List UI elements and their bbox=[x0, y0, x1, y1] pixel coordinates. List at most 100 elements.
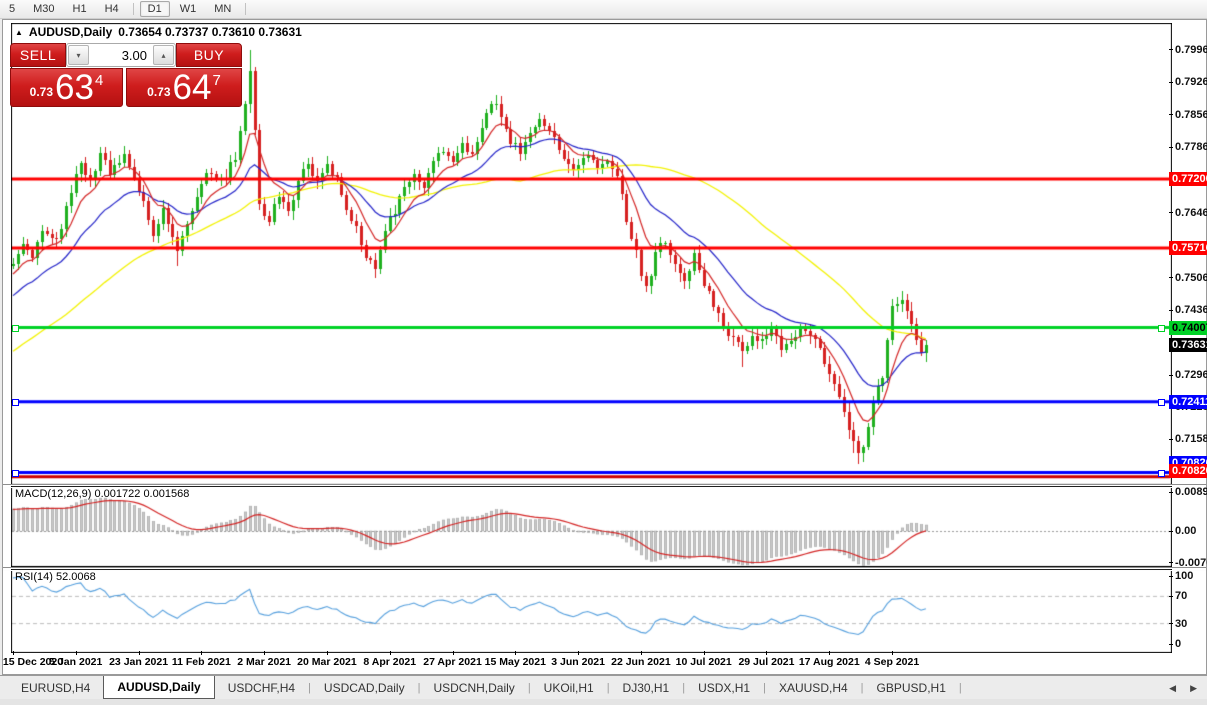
collapse-triangle-icon[interactable]: ▲ bbox=[15, 27, 23, 37]
buy-button[interactable]: BUY bbox=[176, 43, 242, 67]
rsi-axis-label: 30 bbox=[1169, 618, 1187, 630]
axis-tick-mark bbox=[1169, 49, 1173, 51]
macd-indicator-canvas[interactable] bbox=[11, 486, 1172, 567]
date-axis-label: 5 Jan 2021 bbox=[49, 656, 103, 668]
line-handle[interactable] bbox=[1158, 398, 1165, 406]
date-axis-label: 8 Apr 2021 bbox=[363, 656, 417, 668]
tab-divider: | bbox=[527, 681, 531, 694]
one-click-trading-panel: SELL ▾ 3.00 ▴ BUY 0.73 63 4 0.73 64 7 bbox=[10, 43, 242, 107]
chart-tab-dj30-h1[interactable]: DJ30,H1 bbox=[622, 680, 670, 695]
timeframe-button-m30[interactable]: M30 bbox=[33, 3, 55, 15]
buy-price-prefix: 0.73 bbox=[147, 85, 171, 99]
chart-tab-usdcnh-daily[interactable]: USDCNH,Daily bbox=[433, 680, 515, 695]
rsi-axis-label: 100 bbox=[1169, 570, 1193, 582]
date-axis-tick bbox=[326, 651, 328, 655]
window-bottom-edge bbox=[0, 699, 1207, 705]
axis-tick-mark bbox=[1169, 530, 1173, 532]
sell-price-prefix: 0.73 bbox=[29, 85, 54, 99]
volume-field[interactable]: 3.00 bbox=[121, 47, 147, 63]
volume-stepper: ▾ 3.00 ▴ bbox=[66, 43, 176, 67]
chart-tab-eurusd-h4[interactable]: EURUSD,H4 bbox=[21, 680, 91, 695]
chart-tab-ukoil-h1[interactable]: UKOil,H1 bbox=[543, 680, 594, 695]
toolbar-separator bbox=[132, 3, 134, 15]
axis-tick-mark bbox=[1169, 81, 1173, 83]
line-handle[interactable] bbox=[12, 469, 19, 477]
chart-tab-usdx-h1[interactable]: USDX,H1 bbox=[698, 680, 751, 695]
price-level-badge[interactable]: 0.73631 bbox=[1169, 338, 1207, 353]
timeframe-button-d1[interactable]: D1 bbox=[139, 1, 170, 17]
volume-increase-button[interactable]: ▴ bbox=[153, 45, 174, 65]
macd-axis-label: 0.008904 bbox=[1169, 486, 1207, 498]
sell-price-pip: 4 bbox=[94, 72, 104, 89]
pane-separator[interactable] bbox=[3, 567, 1206, 571]
price-level-badge[interactable]: 0.75716 bbox=[1169, 241, 1207, 256]
axis-tick-mark bbox=[1169, 595, 1173, 597]
macd-axis-label: -0.007017 bbox=[1169, 557, 1207, 569]
tab-divider: | bbox=[958, 681, 962, 694]
line-handle[interactable] bbox=[1158, 469, 1165, 477]
rsi-label: RSI(14) 52.0068 bbox=[15, 571, 96, 583]
sell-price-display[interactable]: 0.73 63 4 bbox=[10, 68, 123, 107]
tab-scroll-left-button[interactable]: ◀ bbox=[1169, 682, 1177, 693]
toolbar-separator bbox=[245, 3, 247, 15]
line-handle[interactable] bbox=[1158, 324, 1165, 332]
axis-tick-mark bbox=[1169, 623, 1173, 625]
sell-button[interactable]: SELL bbox=[10, 43, 66, 67]
tab-divider: | bbox=[860, 681, 864, 694]
rsi-axis-label: 70 bbox=[1169, 590, 1187, 602]
line-handle[interactable] bbox=[12, 324, 19, 332]
buy-price-display[interactable]: 0.73 64 7 bbox=[126, 68, 242, 107]
timeframe-button-mn[interactable]: MN bbox=[214, 3, 232, 15]
chart-ohlc-values: 0.73654 0.73737 0.73610 0.73631 bbox=[118, 25, 302, 39]
pane-separator[interactable] bbox=[3, 484, 1206, 488]
chart-tab-gbpusd-h1[interactable]: GBPUSD,H1 bbox=[876, 680, 946, 695]
timeframe-button-5[interactable]: 5 bbox=[9, 3, 16, 15]
line-handle[interactable] bbox=[12, 398, 19, 406]
date-axis-label: 20 Mar 2021 bbox=[297, 656, 357, 668]
tab-divider: | bbox=[417, 681, 421, 694]
date-axis-label: 2 Mar 2021 bbox=[237, 656, 292, 668]
date-axis-label: 27 Apr 2021 bbox=[423, 656, 482, 668]
price-level-badge[interactable]: 0.74007 bbox=[1169, 320, 1207, 335]
rsi-axis-label: 0 bbox=[1169, 638, 1181, 650]
timeframe-button-w1[interactable]: W1 bbox=[179, 3, 197, 15]
date-axis-tick bbox=[264, 651, 266, 655]
macd-axis-label: 0.00 bbox=[1169, 525, 1196, 537]
date-axis-tick bbox=[13, 651, 14, 655]
axis-tick-mark bbox=[1169, 114, 1173, 116]
chart-tab-audusd-daily[interactable]: AUDUSD,Daily bbox=[103, 676, 215, 699]
axis-tick-mark bbox=[1169, 562, 1173, 564]
tab-divider: | bbox=[682, 681, 686, 694]
tab-scroll-right-button[interactable]: ▶ bbox=[1190, 682, 1197, 693]
chart-tab-bar: EURUSD,H4 AUDUSD,Daily USDCHF,H4 | USDCAD,Da… bbox=[0, 675, 1207, 699]
date-axis-tick bbox=[201, 651, 203, 655]
timeframe-button-h4[interactable]: H4 bbox=[104, 3, 119, 15]
date-axis-label: 3 Jun 2021 bbox=[551, 656, 605, 668]
date-axis-label: 22 Jun 2021 bbox=[611, 656, 671, 668]
rsi-indicator-canvas[interactable] bbox=[11, 569, 1172, 653]
chart-tab-usdcad-daily[interactable]: USDCAD,Daily bbox=[323, 680, 405, 695]
axis-tick-mark bbox=[1169, 277, 1173, 279]
chart-window: ▲ AUDUSD,Daily 0.73654 0.73737 0.73610 0… bbox=[2, 19, 1207, 675]
buy-price-pip: 7 bbox=[212, 72, 221, 89]
price-level-badge[interactable]: 0.72411 bbox=[1169, 394, 1207, 409]
chart-tab-usdchf-h4[interactable]: USDCHF,H4 bbox=[227, 680, 296, 695]
chart-tab-xauusd-h4[interactable]: XAUUSD,H4 bbox=[778, 680, 848, 695]
date-axis-tick bbox=[452, 651, 454, 655]
volume-decrease-button[interactable]: ▾ bbox=[68, 45, 89, 65]
axis-tick-mark bbox=[1169, 374, 1173, 376]
date-axis-label: 29 Jul 2021 bbox=[738, 656, 795, 668]
chart-symbol-label: AUDUSD,Daily bbox=[28, 25, 113, 39]
timeframe-button-h1[interactable]: H1 bbox=[72, 3, 87, 15]
axis-tick-mark bbox=[1169, 309, 1173, 311]
date-axis-label: 4 Sep 2021 bbox=[864, 656, 920, 668]
